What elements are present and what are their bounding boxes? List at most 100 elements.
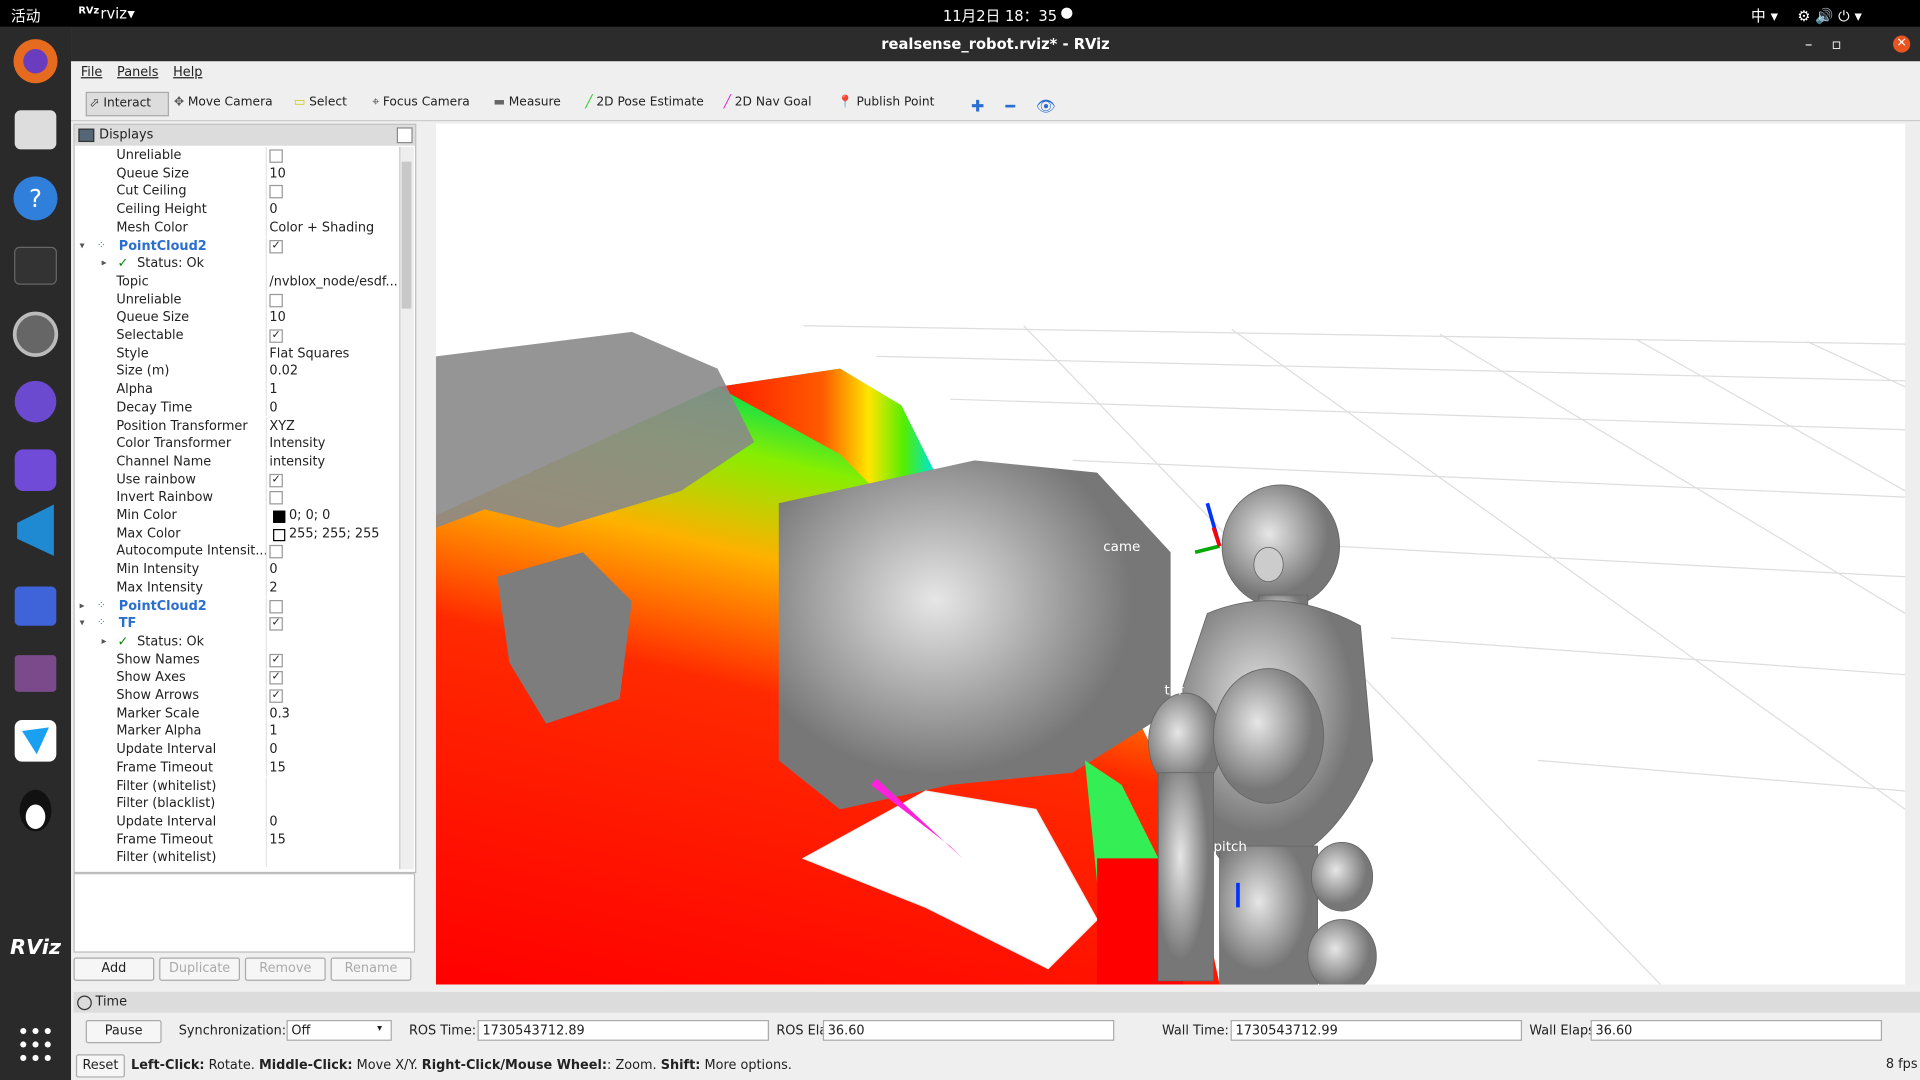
checkbox[interactable]: ✓ <box>269 239 283 253</box>
hint-key: Middle-Click: <box>258 1057 353 1073</box>
tool-button[interactable]: ╱ 2D Pose Estimate <box>585 95 704 109</box>
expander[interactable]: ▾ <box>79 617 85 629</box>
tool-button[interactable]: ⬀ Interact <box>85 91 170 117</box>
expander[interactable]: ▸ <box>101 635 107 647</box>
property-value[interactable]: Color + Shading <box>269 220 375 235</box>
panel-button[interactable]: Remove <box>244 957 326 981</box>
property-value[interactable]: 0; 0; 0 <box>288 508 331 523</box>
expander[interactable]: ▸ <box>79 599 85 611</box>
clock[interactable]: 11月2日 18：35 <box>942 7 1058 25</box>
property-value[interactable]: 1 <box>269 724 278 739</box>
checkbox[interactable]: ✓ <box>269 653 283 667</box>
expander[interactable]: ▾ <box>79 239 85 251</box>
property-name: Update Interval <box>116 814 217 829</box>
property-name: Filter (blacklist) <box>116 796 216 811</box>
checkbox[interactable] <box>269 185 283 199</box>
property-value[interactable]: Flat Squares <box>269 346 350 361</box>
checkbox[interactable] <box>269 599 283 613</box>
menu-item[interactable]: Help <box>173 64 203 80</box>
property-row: Mesh Color Color + Shading <box>75 218 399 237</box>
tool-label: 2D Pose Estimate <box>596 95 704 109</box>
property-row: Max Intensity 2 <box>75 578 399 597</box>
property-value[interactable]: 0 <box>269 400 278 415</box>
ime[interactable]: 中 <box>1751 7 1766 25</box>
tool-label: 2D Nav Goal <box>734 95 812 109</box>
property-value[interactable]: 0 <box>269 814 278 829</box>
property-value[interactable]: 10 <box>269 310 286 325</box>
property-row: Size (m) 0.02 <box>75 362 399 381</box>
status-icon: ✓ <box>117 634 129 649</box>
close[interactable]: ✕ <box>1893 35 1911 53</box>
expander[interactable]: ▸ <box>101 257 107 269</box>
property-value[interactable]: 0 <box>269 202 278 217</box>
property-name: Show Arrows <box>116 688 200 703</box>
property-value[interactable]: 0.3 <box>269 706 290 721</box>
checkbox[interactable] <box>269 149 283 163</box>
property-row: ▾ ⁘ TF ✓ <box>75 614 399 633</box>
panel-header: Displays <box>74 124 416 146</box>
field-value[interactable]: 1730543712.89 <box>477 1020 769 1041</box>
property-value[interactable]: 0 <box>269 562 278 577</box>
checkbox[interactable]: ✓ <box>269 617 283 631</box>
sync-select[interactable]: Off <box>286 1020 392 1041</box>
divider <box>265 542 267 561</box>
field-value[interactable]: 36.60 <box>822 1020 1115 1041</box>
property-value[interactable]: intensity <box>269 454 326 469</box>
property-value[interactable]: 0.02 <box>269 364 299 379</box>
divider <box>265 812 267 831</box>
panel-button[interactable]: Duplicate <box>159 957 241 981</box>
checkbox[interactable] <box>269 293 283 307</box>
divider <box>265 686 267 705</box>
menu-item[interactable]: Panels <box>117 64 159 80</box>
activities[interactable]: 活动 <box>11 7 41 25</box>
app-menu[interactable]: rviz <box>100 4 127 23</box>
tool-label: Focus Camera <box>382 95 470 109</box>
property-value[interactable]: 2 <box>269 580 278 595</box>
tool-button[interactable]: ⌖ Focus Camera <box>372 95 470 109</box>
property-value[interactable]: 10 <box>269 166 286 181</box>
divider <box>265 470 267 489</box>
color-swatch <box>273 510 286 523</box>
field-label: ROS Time: <box>408 1023 477 1039</box>
checkbox[interactable] <box>269 545 283 559</box>
divider <box>265 848 267 867</box>
tool-button[interactable]: ▭ Select <box>293 95 347 109</box>
property-value[interactable]: XYZ <box>269 418 295 433</box>
property-name: Status: Ok <box>137 634 205 649</box>
divider <box>265 398 267 417</box>
tool-button[interactable]: ▬ Measure <box>493 95 561 109</box>
tool-button[interactable]: 📍 Publish Point <box>837 95 935 109</box>
property-value[interactable]: /nvblox_node/esdf... <box>269 274 398 289</box>
property-value[interactable]: Intensity <box>269 436 326 451</box>
property-value[interactable]: 255; 255; 255 <box>288 526 380 541</box>
property-name: Topic <box>116 274 149 289</box>
field-value[interactable]: 36.60 <box>1590 1020 1883 1041</box>
property-value[interactable]: 0 <box>269 742 278 757</box>
reset-button[interactable]: Reset <box>75 1054 125 1078</box>
checkbox[interactable]: ✓ <box>269 689 283 703</box>
side-handle[interactable] <box>1905 123 1920 985</box>
panel-button[interactable]: Add <box>73 957 155 981</box>
hint-key: Left-Click: <box>131 1057 205 1073</box>
divider <box>265 326 267 345</box>
tool-label: Interact <box>103 96 152 111</box>
property-name: Update Interval <box>116 742 217 757</box>
property-value[interactable]: 15 <box>269 760 286 775</box>
tool-button[interactable]: ✥ Move Camera <box>173 95 273 109</box>
tool-label: Publish Point <box>856 95 935 109</box>
property-value[interactable]: 1 <box>269 382 278 397</box>
property-value[interactable]: 15 <box>269 832 286 847</box>
viewport[interactable]: came tor pitch <box>435 123 1906 985</box>
panel-button[interactable]: Rename <box>330 957 412 981</box>
checkbox[interactable] <box>269 491 283 505</box>
checkbox[interactable]: ✓ <box>269 473 283 487</box>
checkbox[interactable]: ✓ <box>269 671 283 685</box>
checkbox[interactable]: ✓ <box>269 329 283 343</box>
pause-button[interactable]: Pause <box>85 1020 162 1044</box>
menu-item[interactable]: File <box>80 64 103 80</box>
property-row: ▾ ⁘ PointCloud2 ✓ <box>75 236 399 255</box>
property-row: Decay Time 0 <box>75 398 399 417</box>
scrollbar[interactable] <box>399 146 414 870</box>
field-value[interactable]: 1730543712.99 <box>1230 1020 1523 1041</box>
tool-button[interactable]: ╱ 2D Nav Goal <box>723 95 812 109</box>
